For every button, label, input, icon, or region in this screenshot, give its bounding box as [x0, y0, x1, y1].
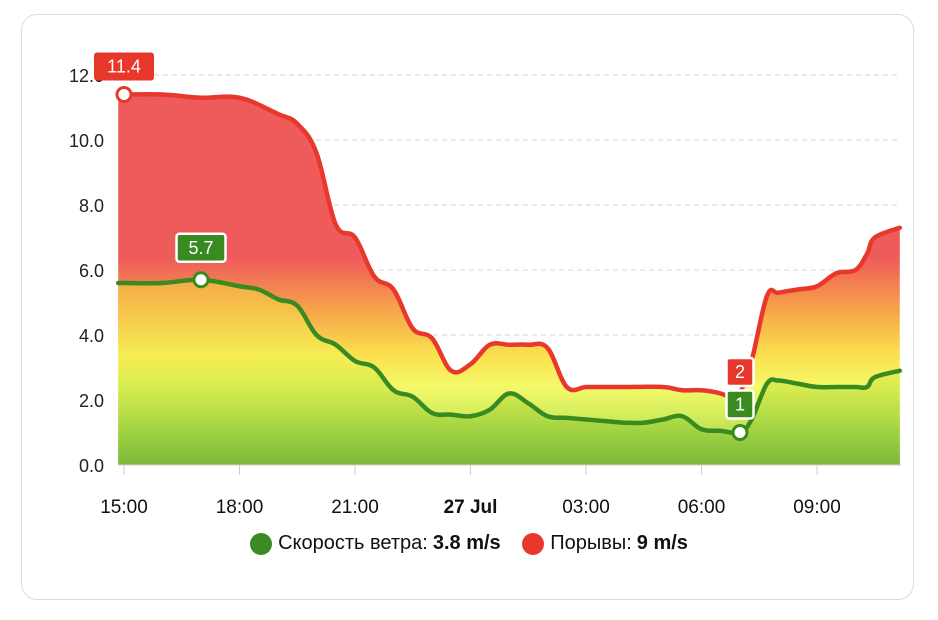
chart-legend: Скорость ветра:3.8 m/s Порывы:9 m/s: [0, 532, 938, 561]
y-tick-label: 8.0: [79, 196, 104, 216]
legend-item-wind[interactable]: Скорость ветра:3.8 m/s: [250, 532, 501, 555]
y-tick-label: 4.0: [79, 326, 104, 346]
annotation-label-wind: 5.7: [188, 238, 213, 258]
y-tick-label: 6.0: [79, 261, 104, 281]
legend-value-gusts: 9 m/s: [636, 532, 688, 554]
annotation-point-gusts: [115, 86, 133, 103]
annotation-label-wind: 1: [735, 395, 745, 415]
annotation-point-wind: [731, 424, 749, 441]
annotation-box-wind: [725, 389, 755, 420]
line-wind: [115, 277, 903, 436]
annotation-box-gusts: [94, 52, 154, 81]
annotation-label-gusts: 2: [735, 362, 745, 382]
x-tick-label: 18:00: [216, 497, 264, 518]
legend-marker-wind: [250, 532, 273, 555]
axes: 0.02.04.06.08.010.012.015:00 18:00 21:00 27…: [69, 66, 901, 518]
annotation-label-gusts: 11.4: [107, 57, 141, 77]
annotation-box-gusts: [725, 356, 755, 388]
x-tick-label: 06:00: [678, 497, 726, 518]
line-gusts: [115, 91, 903, 403]
legend-label-gusts: Порывы: [550, 532, 627, 554]
x-tick-label: 03:00: [562, 497, 610, 518]
legend-label-wind: Скорость ветра: [278, 532, 423, 554]
legend-item-gusts[interactable]: Порывы:9 m/s: [522, 532, 688, 555]
y-tick-label: 2.0: [79, 391, 104, 411]
annotations: 11.4 5.7 2 1: [94, 52, 755, 441]
x-tick-label: 27 Jul: [444, 497, 498, 518]
legend-value-wind: 3.8 m/s: [432, 532, 501, 554]
x-tick-label: 21:00: [331, 497, 379, 518]
area-wind: [118, 279, 900, 465]
annotation-box-wind: [175, 232, 227, 263]
series-lines: [115, 91, 903, 436]
x-tick-label: 09:00: [793, 497, 841, 518]
y-tick-label: 0.0: [79, 456, 104, 476]
series-areas: [118, 94, 900, 466]
y-tick-label: 10.0: [69, 131, 104, 151]
annotation-point-wind: [192, 271, 210, 289]
x-tick-label: 15:00: [100, 497, 148, 518]
legend-marker-gusts: [522, 532, 545, 555]
